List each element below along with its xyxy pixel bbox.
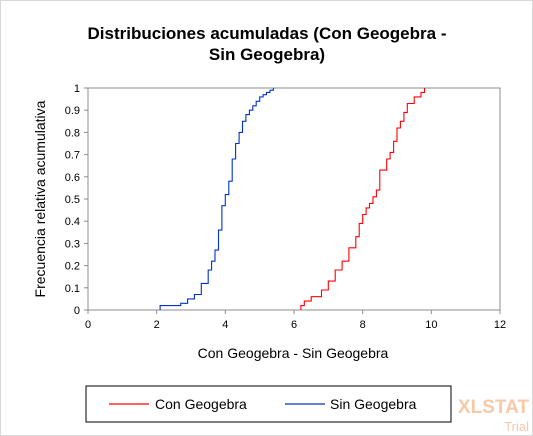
x-tick-label: 0 [85,319,91,331]
y-ticks-group: 0 0.1 0.2 0.3 0.4 0.5 0.6 0.7 0.8 0.9 1 [65,83,88,317]
x-axis-title: Con Geogebra - Sin Geogebra [198,345,389,361]
series-line-sin-geogebra [159,88,274,310]
y-tick-label: 0.5 [65,194,80,206]
y-tick-label: 0 [74,305,80,317]
y-tick-label: 0.4 [65,216,80,228]
y-tick-label: 0.7 [65,150,80,162]
watermark-main: XLSTAT [458,397,529,418]
chart-title-line-2: Sin Geogebra) [209,45,325,64]
y-tick-label: 0.9 [65,105,80,117]
y-tick-label: 0.1 [65,283,80,295]
y-tick-label: 1 [74,83,80,95]
y-tick-label: 0.6 [65,172,80,184]
series-line-con-geogebra [300,88,426,310]
x-tick-label: 6 [291,319,297,331]
chart-title-line-1: Distribuciones acumuladas (Con Geogebra … [88,24,447,43]
legend-label-con-geogebra: Con Geogebra [155,396,247,412]
y-tick-label: 0.3 [65,238,80,250]
x-tick-label: 4 [222,319,228,331]
xlstat-watermark: XLSTAT Trial [458,397,529,434]
x-tick-label: 10 [425,319,437,331]
y-axis-title: Frecuencia relativa acumulativa [32,100,48,297]
x-tick-label: 8 [360,319,366,331]
series-group [159,88,426,310]
watermark-sub: Trial [504,419,529,434]
y-tick-label: 0.2 [65,261,80,273]
y-tick-label: 0.8 [65,127,80,139]
legend: Con Geogebra Sin Geogebra [85,385,452,423]
legend-label-sin-geogebra: Sin Geogebra [330,396,417,412]
x-tick-label: 2 [154,319,160,331]
x-tick-label: 12 [494,319,506,331]
plot-area [87,87,501,311]
x-ticks-group: 0 2 4 6 8 10 12 [85,310,506,331]
